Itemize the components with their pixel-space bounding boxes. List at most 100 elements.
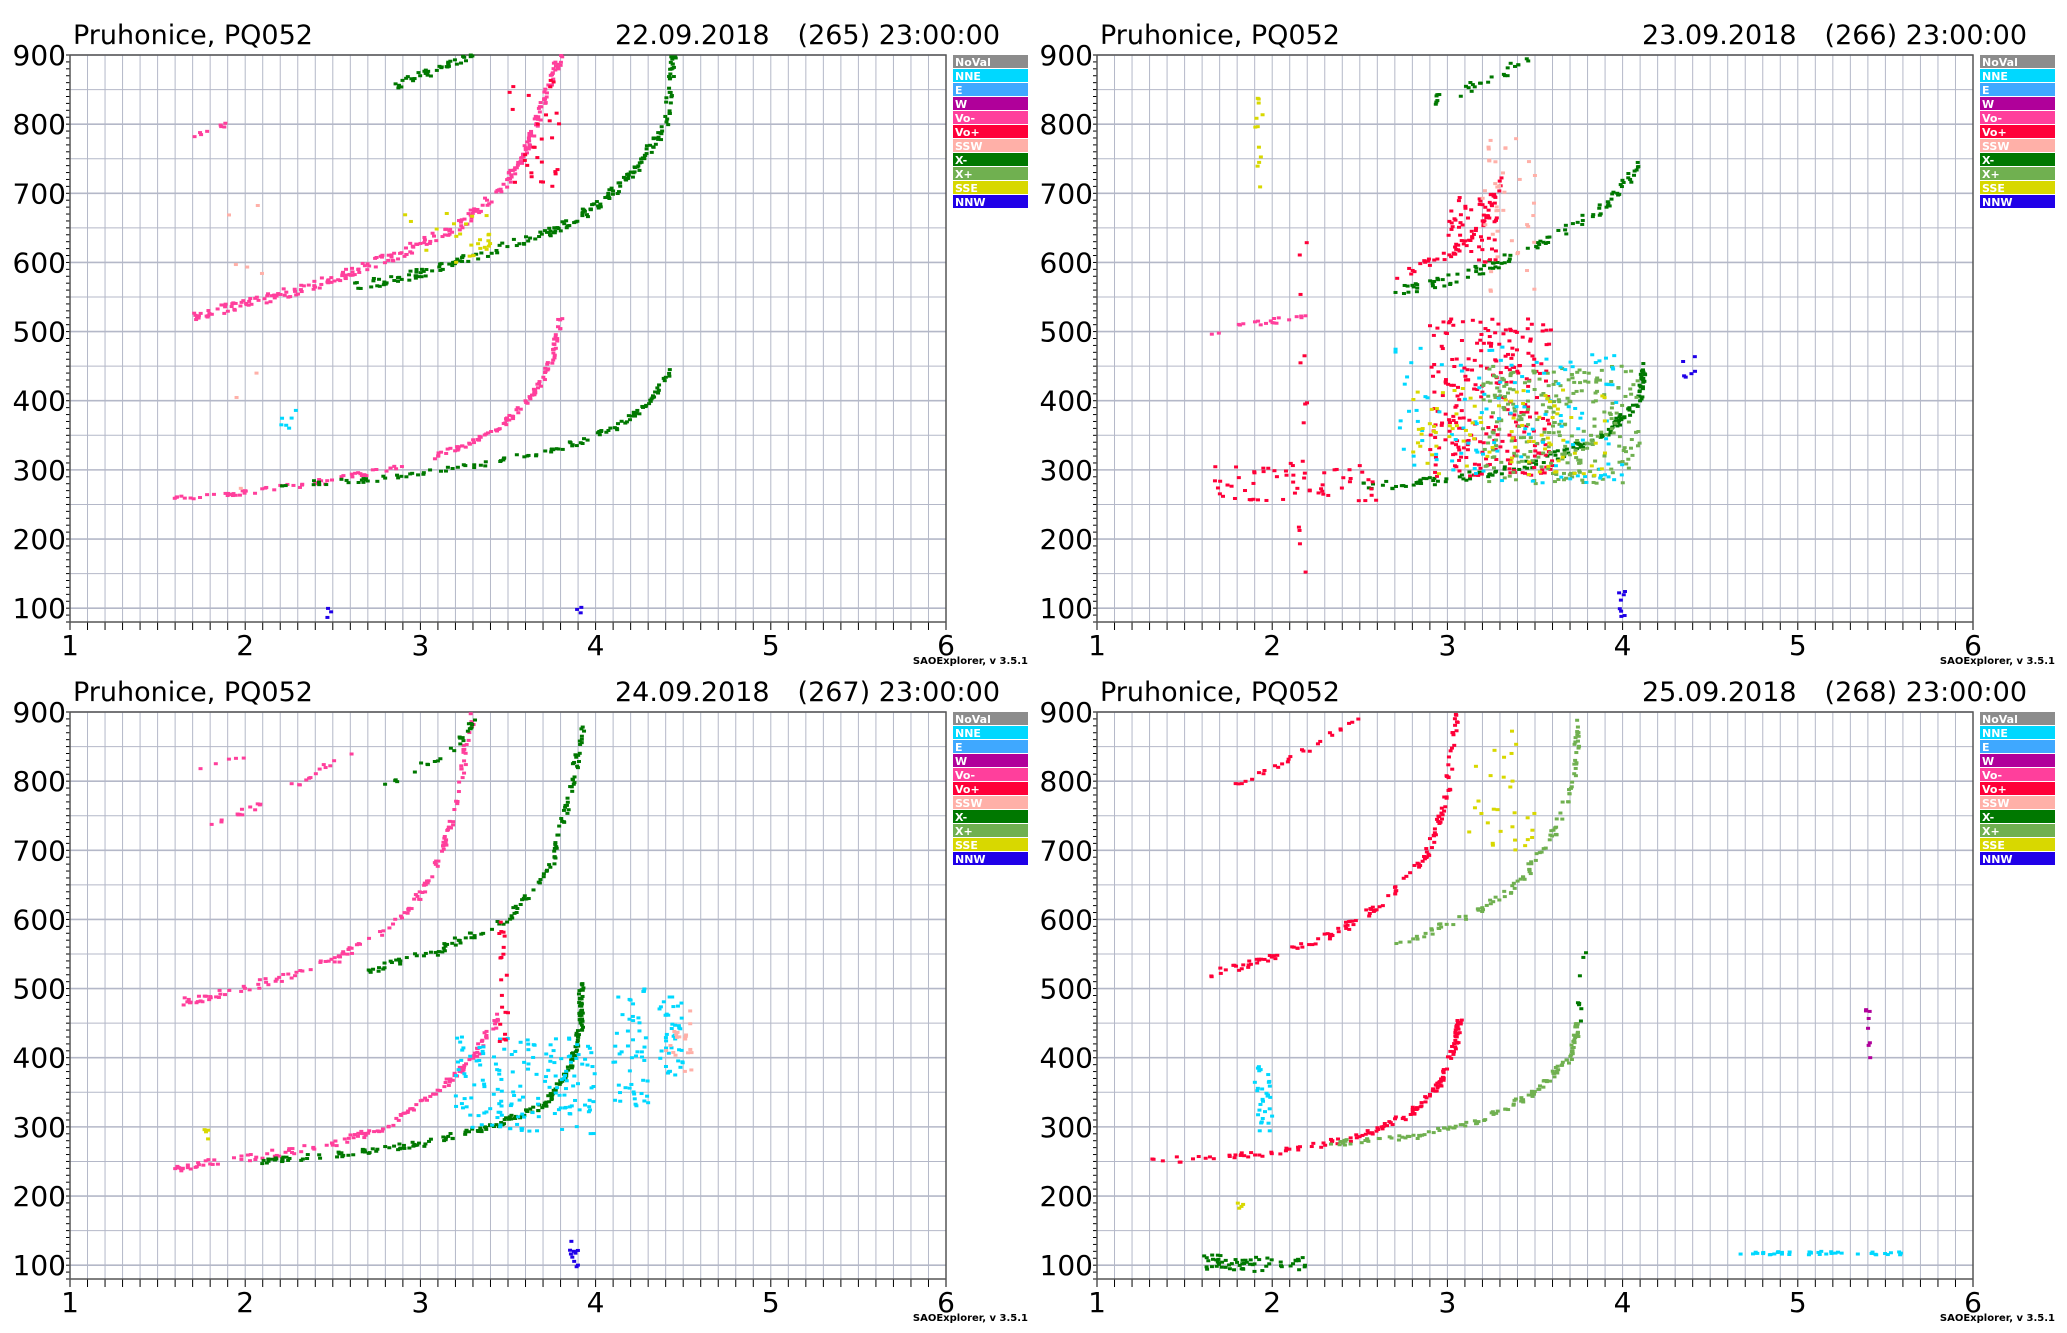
data-point bbox=[1617, 419, 1622, 423]
data-point bbox=[539, 137, 544, 141]
data-point bbox=[672, 55, 677, 59]
data-point bbox=[394, 467, 399, 471]
data-point bbox=[1537, 415, 1542, 419]
data-point bbox=[587, 1108, 592, 1112]
data-point bbox=[1330, 933, 1335, 937]
data-point bbox=[292, 1152, 297, 1156]
data-point bbox=[1452, 1042, 1457, 1046]
data-point bbox=[1470, 83, 1475, 87]
data-point bbox=[244, 302, 249, 306]
data-point bbox=[1864, 1008, 1869, 1012]
data-point bbox=[1278, 1152, 1283, 1156]
x-tick-label: 3 bbox=[1438, 629, 1456, 662]
data-point bbox=[1521, 411, 1526, 415]
y-tick-label: 800 bbox=[1040, 108, 1093, 141]
data-point bbox=[628, 170, 633, 174]
data-point bbox=[677, 1048, 682, 1052]
data-point bbox=[416, 473, 421, 477]
data-point bbox=[1486, 236, 1491, 240]
data-point bbox=[530, 1111, 535, 1115]
data-point bbox=[548, 1043, 553, 1047]
data-point bbox=[497, 243, 502, 247]
data-point bbox=[395, 780, 400, 784]
data-point bbox=[673, 1023, 678, 1027]
data-point bbox=[1487, 450, 1492, 454]
data-point bbox=[1401, 484, 1406, 488]
data-point bbox=[664, 1039, 669, 1043]
data-point bbox=[1476, 907, 1481, 911]
data-point bbox=[467, 727, 472, 731]
data-point bbox=[511, 906, 516, 910]
data-point bbox=[464, 1105, 469, 1109]
data-point bbox=[1548, 406, 1553, 410]
data-point bbox=[561, 808, 566, 812]
data-point bbox=[543, 449, 548, 453]
data-point bbox=[1316, 491, 1321, 495]
data-point bbox=[1526, 423, 1531, 427]
data-point bbox=[454, 260, 459, 264]
data-point bbox=[1403, 1136, 1408, 1140]
data-point bbox=[1529, 322, 1534, 326]
data-point bbox=[664, 1032, 669, 1036]
data-points bbox=[172, 53, 678, 619]
data-point bbox=[1393, 1115, 1398, 1119]
data-point bbox=[522, 1060, 527, 1064]
data-point bbox=[499, 978, 504, 982]
data-point bbox=[472, 1051, 477, 1055]
data-point bbox=[1219, 1265, 1224, 1269]
data-point bbox=[1467, 470, 1472, 474]
ionogram-panel-266: Pruhonice, PQ052 23.09.2018 (266) 23:00:00… bbox=[1027, 0, 2067, 670]
data-point bbox=[1509, 456, 1514, 460]
data-point bbox=[502, 1118, 507, 1122]
data-point bbox=[1502, 408, 1507, 412]
data-point bbox=[507, 90, 512, 94]
data-point bbox=[1440, 421, 1445, 425]
data-point bbox=[503, 1010, 508, 1014]
data-point bbox=[1508, 471, 1513, 475]
data-point bbox=[545, 868, 550, 872]
legend-swatch-e bbox=[1980, 740, 2055, 753]
data-point bbox=[552, 337, 557, 341]
data-point bbox=[560, 1127, 565, 1131]
data-point bbox=[520, 898, 525, 902]
data-point bbox=[536, 1115, 541, 1119]
data-point bbox=[508, 917, 513, 921]
data-point bbox=[1631, 383, 1636, 387]
data-point bbox=[1393, 347, 1398, 351]
data-point bbox=[632, 170, 637, 174]
data-point bbox=[1493, 331, 1498, 335]
data-point bbox=[1548, 452, 1553, 456]
data-point bbox=[637, 161, 642, 165]
y-tick-label: 200 bbox=[1040, 1180, 1093, 1213]
data-point bbox=[1560, 457, 1565, 461]
data-point bbox=[451, 820, 456, 824]
data-point bbox=[1394, 942, 1399, 946]
data-point bbox=[442, 835, 447, 839]
data-point bbox=[494, 1123, 499, 1127]
data-point bbox=[553, 64, 558, 68]
legend-label: X+ bbox=[1982, 168, 2000, 181]
data-point bbox=[596, 204, 601, 208]
data-point bbox=[495, 1116, 500, 1120]
data-point bbox=[1417, 1133, 1422, 1137]
data-point bbox=[1532, 454, 1537, 458]
data-point bbox=[1499, 261, 1504, 265]
data-point bbox=[325, 479, 330, 483]
data-point bbox=[1231, 963, 1236, 967]
data-point bbox=[1321, 492, 1326, 496]
data-point bbox=[1566, 405, 1571, 409]
data-point bbox=[265, 294, 270, 298]
data-point bbox=[682, 1069, 687, 1073]
data-point bbox=[1480, 196, 1485, 200]
data-point bbox=[1481, 384, 1486, 388]
data-point bbox=[565, 796, 570, 800]
data-point bbox=[1321, 1141, 1326, 1145]
data-point bbox=[269, 294, 274, 298]
time-label: (268) 23:00:00 bbox=[1825, 677, 2027, 708]
data-point bbox=[447, 229, 452, 233]
data-point bbox=[1595, 434, 1600, 438]
plot-frame bbox=[1096, 711, 1974, 1280]
data-point bbox=[1491, 411, 1496, 415]
data-point bbox=[441, 844, 446, 848]
data-point bbox=[451, 222, 456, 226]
